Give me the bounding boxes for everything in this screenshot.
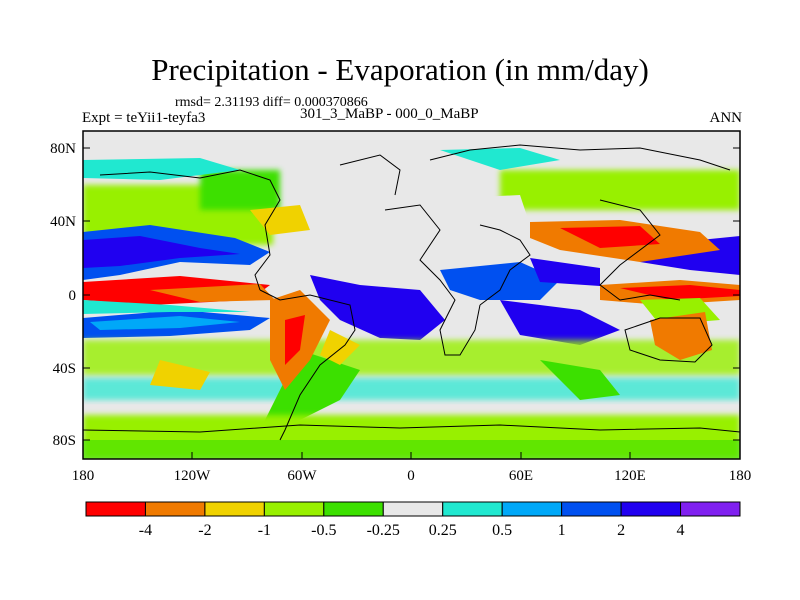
colorbar-label: 1 xyxy=(558,522,566,539)
lon-label-120e: 120E xyxy=(614,468,646,484)
colorbar-box xyxy=(85,501,146,517)
colorbar-label: -4 xyxy=(139,522,152,539)
lat-label-0: 0 xyxy=(69,288,77,304)
colorbar: -4 -2 -1 -0.5 -0.25 0.25 0.5 1 2 4 xyxy=(85,501,741,539)
colorbar-box xyxy=(620,501,682,517)
colorbar-label: -0.25 xyxy=(367,522,400,539)
colorbar-box xyxy=(561,501,622,517)
colorbar-label: 0.25 xyxy=(429,522,457,539)
coastlines xyxy=(83,144,740,441)
lat-label-40n: 40N xyxy=(50,214,76,230)
colorbar-box xyxy=(382,501,444,517)
precipitation-field xyxy=(83,131,740,459)
colorbar-label: -1 xyxy=(258,522,271,539)
colorbar-label: -2 xyxy=(198,522,211,539)
lat-label-80n: 80N xyxy=(50,141,76,157)
colorbar-box xyxy=(442,501,503,517)
colorbar-box xyxy=(204,501,265,517)
lon-label-180w: 180 xyxy=(72,468,95,484)
lon-label-120w: 120W xyxy=(174,468,212,484)
lat-label-40s: 40S xyxy=(53,361,76,377)
latitude-axis xyxy=(83,147,740,441)
colorbar-label: -0.5 xyxy=(311,522,336,539)
colorbar-box xyxy=(680,501,741,517)
lat-label-80s: 80S xyxy=(53,433,76,449)
colorbar-box xyxy=(501,501,563,517)
stats-text: rmsd= 2.31193 diff= 0.000370866 xyxy=(175,95,368,110)
colorbar-label: 0.5 xyxy=(492,522,512,539)
map-title: Precipitation - Evaporation (in mm/day) xyxy=(151,52,649,87)
colorbar-label: 4 xyxy=(677,522,685,539)
colorbar-box xyxy=(323,501,384,517)
season-label: ANN xyxy=(709,110,743,126)
lon-label-60e: 60E xyxy=(509,468,533,484)
lon-label-180e: 180 xyxy=(729,468,752,484)
lon-label-0: 0 xyxy=(407,468,415,484)
case-subtitle: 301_3_MaBP - 000_0_MaBP xyxy=(300,106,479,122)
experiment-label: Expt = teYii1-teyfa3 xyxy=(82,110,206,126)
colorbar-label: 2 xyxy=(617,522,625,539)
colorbar-box xyxy=(144,501,206,517)
longitude-axis xyxy=(82,452,741,459)
lon-label-60w: 60W xyxy=(287,468,317,484)
colorbar-box xyxy=(263,501,325,517)
